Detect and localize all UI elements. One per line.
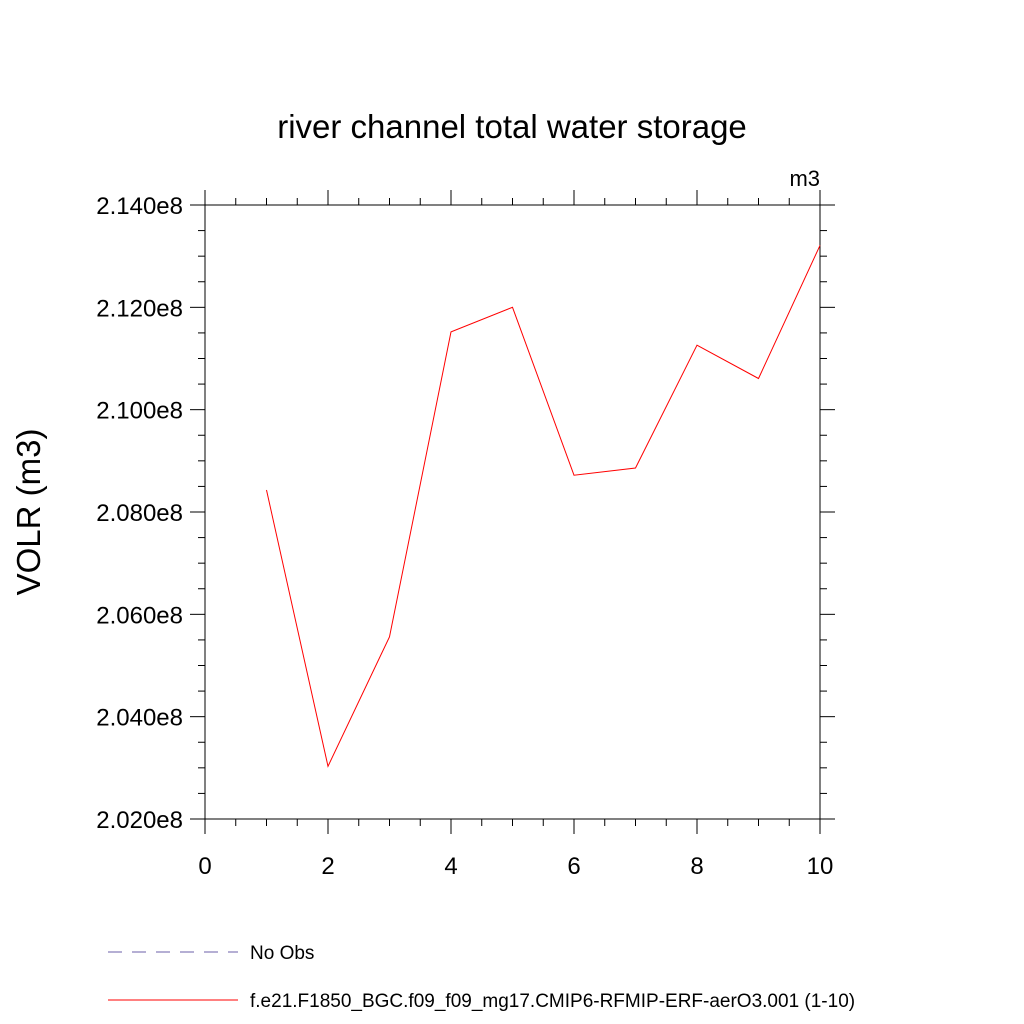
- y-tick-label: 2.120e8: [96, 295, 183, 322]
- legend: No Obs f.e21.F1850_BGC.f09_f09_mg17.CMIP6…: [108, 943, 855, 1012]
- legend-label: f.e21.F1850_BGC.f09_f09_mg17.CMIP6-RFMIP…: [250, 991, 855, 1012]
- y-axis-label: VOLR (m3): [10, 429, 47, 596]
- axis-ticks: [190, 190, 835, 834]
- y-tick-label: 2.020e8: [96, 807, 183, 834]
- series-line: [266, 245, 821, 768]
- plot-frame: [204, 204, 821, 820]
- x-tick-label: 10: [807, 853, 834, 880]
- legend-label: No Obs: [250, 943, 314, 964]
- y-tick-label: 2.100e8: [96, 398, 183, 425]
- x-tick-label: 2: [321, 853, 334, 880]
- y-tick-label: 2.080e8: [96, 500, 183, 527]
- y-tick-label: 2.140e8: [96, 193, 183, 220]
- x-tick-label: 0: [198, 853, 211, 880]
- x-tick-label: 4: [444, 853, 457, 880]
- chart-title: river channel total water storage: [277, 108, 747, 145]
- x-tick-label: 6: [567, 853, 580, 880]
- axis-tick-labels: 0 2 4 6 8 10 2.020e8 2.040e8 2.060e8 2.080e8 2.100…: [96, 193, 833, 880]
- y-tick-label: 2.060e8: [96, 602, 183, 629]
- units-label: m3: [789, 166, 820, 191]
- y-tick-label: 2.040e8: [96, 705, 183, 732]
- series-layer: [266, 245, 821, 768]
- x-tick-label: 8: [690, 853, 703, 880]
